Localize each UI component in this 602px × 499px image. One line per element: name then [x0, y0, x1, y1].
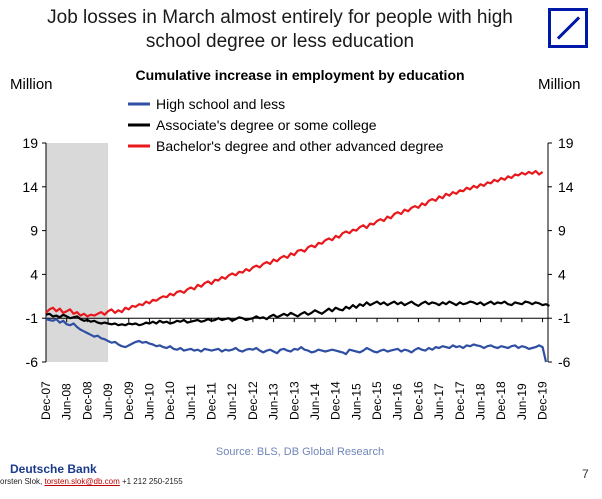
contact-phone: +1 212 250-2155 — [119, 477, 183, 486]
slide-title: Job losses in March almost entirely for … — [47, 7, 513, 52]
x-tick-label: Jun-12 — [225, 383, 239, 420]
series-line-1 — [45, 300, 550, 327]
y-tick-label-left: -1 — [26, 310, 39, 326]
x-tick-label: Jun-11 — [184, 384, 198, 420]
x-tick-label: Dec-16 — [411, 381, 425, 420]
x-tick-label: Dec-07 — [39, 381, 53, 420]
contact-line: orsten Slok, torsten.slok@db.com +1 212 … — [0, 477, 183, 486]
series-line-2 — [45, 169, 544, 318]
y-tick-label-right: 14 — [558, 179, 574, 195]
x-tick-label: Dec-08 — [80, 381, 94, 420]
brand-name: Deutsche Bank — [10, 462, 97, 476]
source-note: Source: BLS, DB Global Research — [215, 446, 385, 458]
legend-label: Bachelor's degree and other advanced deg… — [156, 138, 444, 154]
x-tick-label: Jun-08 — [60, 383, 74, 420]
x-tick-label: Dec-13 — [287, 381, 301, 420]
recession-shading — [46, 143, 109, 362]
y-tick-label-right: 19 — [558, 135, 574, 151]
x-tick-label: Jun-15 — [349, 383, 363, 420]
y-tick-label-right: -1 — [558, 310, 571, 326]
x-tick-label: Dec-18 — [494, 381, 508, 420]
y-tick-label-right: 9 — [558, 223, 566, 239]
contact-email-link[interactable]: torsten.slok@db.com — [44, 477, 120, 486]
x-tick-label: Dec-10 — [163, 381, 177, 420]
x-tick-label: Jun-10 — [142, 383, 156, 420]
x-tick-label: Jun-09 — [101, 383, 115, 420]
y-tick-label-left: 19 — [22, 135, 38, 151]
x-tick-label: Jun-16 — [391, 383, 405, 420]
x-tick-label: Dec-11 — [205, 382, 219, 420]
x-tick-label: Dec-12 — [246, 381, 260, 420]
chart-title: Cumulative increase in employment by edu… — [135, 67, 465, 83]
y-tick-label-left: -6 — [26, 354, 39, 370]
y-axis-unit-right: Million — [538, 76, 581, 93]
y-tick-label-right: 4 — [558, 266, 566, 282]
contact-prefix: orsten Slok, — [0, 477, 45, 486]
x-tick-label: Jun-17 — [432, 383, 446, 420]
legend-label: Associate's degree or some college — [156, 117, 377, 133]
legend-label: High school and less — [156, 96, 285, 112]
x-tick-label: Dec-14 — [329, 381, 343, 420]
series-line-0 — [45, 318, 548, 363]
x-tick-label: Dec-15 — [370, 381, 384, 420]
y-tick-label-left: 9 — [30, 223, 38, 239]
deutsche-bank-logo — [548, 8, 588, 48]
x-tick-label: Jun-18 — [473, 383, 487, 420]
x-tick-label: Jun-14 — [308, 383, 322, 420]
x-tick-label: Dec-19 — [536, 381, 550, 420]
y-tick-label-left: 4 — [30, 266, 38, 282]
x-tick-label: Dec-17 — [453, 381, 467, 420]
page-number: 7 — [582, 467, 589, 481]
x-tick-label: Jun-13 — [267, 383, 281, 420]
x-tick-label: Jun-19 — [515, 383, 529, 420]
y-tick-label-left: 14 — [22, 179, 38, 195]
y-tick-label-right: -6 — [558, 354, 571, 370]
y-axis-unit-left: Million — [10, 76, 53, 93]
x-tick-label: Dec-09 — [122, 381, 136, 420]
